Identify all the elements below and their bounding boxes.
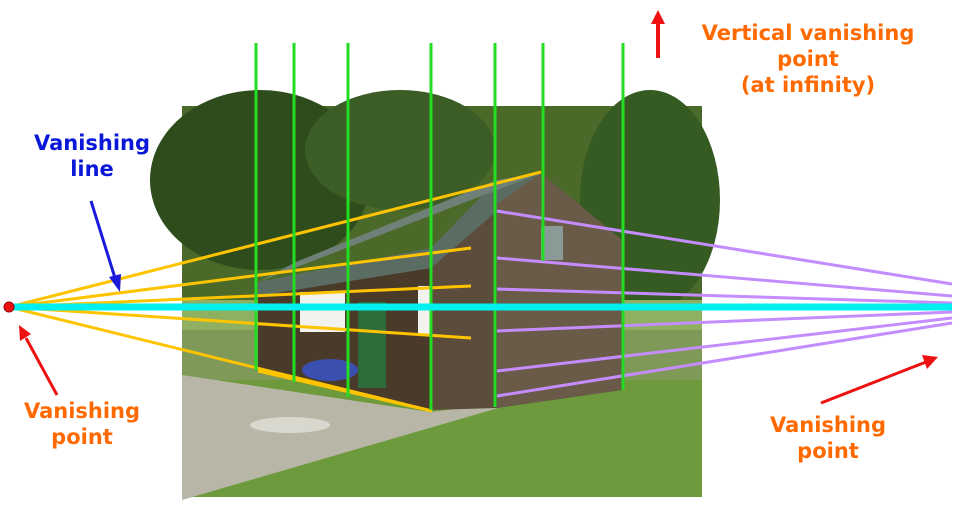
shed-photo <box>150 90 720 500</box>
vanishing-line-label-1: Vanishing <box>33 131 151 155</box>
left-vanishing-point-label: Vanishing point <box>12 398 152 450</box>
vertical-vp-label-3: (at infinity) <box>740 73 876 97</box>
right-vp-label-2: point <box>797 439 859 463</box>
right-vanishing-point-label: Vanishing point <box>758 412 898 464</box>
left-vp-label-1: Vanishing <box>23 399 141 423</box>
vertical-vanishing-point-label: Vertical vanishing point (at infinity) <box>688 20 928 98</box>
right-vp-arrow <box>820 355 938 405</box>
right-perspective-lines <box>496 209 953 398</box>
left-perspective-lines <box>8 170 542 413</box>
vertical-vp-label-2: point <box>777 47 839 71</box>
vanishing-line-label-2: line <box>70 157 114 181</box>
vanishing-line-arrow <box>89 200 121 292</box>
vertical-vp-arrow <box>651 10 665 58</box>
left-vanishing-point-marker <box>3 301 15 313</box>
left-vp-arrow <box>19 325 59 396</box>
vertical-lines <box>254 43 625 410</box>
vanishing-line-label: Vanishing line <box>22 130 162 182</box>
vertical-vp-label-1: Vertical vanishing <box>701 21 915 45</box>
right-vp-label-1: Vanishing <box>769 413 887 437</box>
left-vp-label-2: point <box>51 425 113 449</box>
